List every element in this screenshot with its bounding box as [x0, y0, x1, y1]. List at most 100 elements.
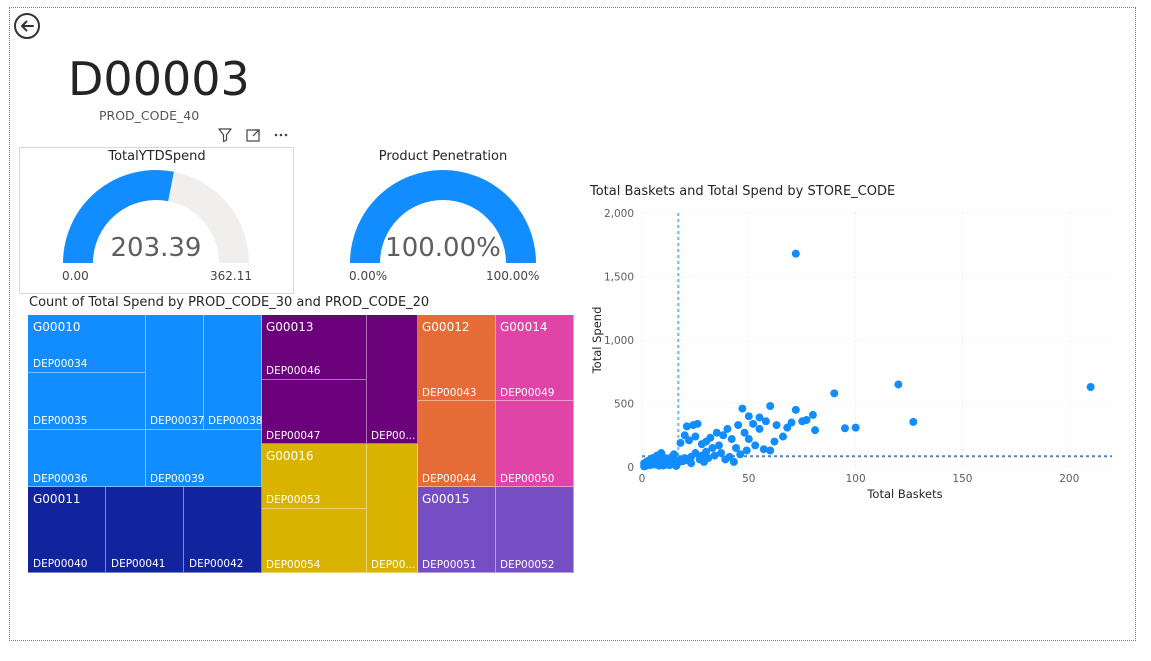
gauge-ytd-fill — [63, 170, 174, 264]
scatter-point — [744, 435, 753, 444]
scatter-point — [783, 423, 792, 432]
scatter-point — [689, 421, 698, 430]
scatter-y-tick-label: 1,000 — [604, 335, 634, 347]
treemap-tile-dep00051[interactable]: G00015 DEP00051 — [418, 487, 496, 573]
scatter-point — [736, 450, 745, 459]
scatter-point — [723, 424, 732, 433]
treemap-tile-dep00043[interactable]: G00012 DEP00043 — [418, 315, 496, 401]
treemap-tile-label: DEP00052 — [500, 559, 555, 571]
scatter-point — [751, 441, 760, 450]
treemap-tile-dep00035[interactable]: DEP00035 — [28, 373, 146, 430]
gauge-ytd-title: TotalYTDSpend — [108, 149, 206, 164]
treemap-tile-dep00036[interactable]: DEP00036 — [28, 430, 146, 487]
more-options-button[interactable] — [271, 125, 291, 145]
scatter-point — [851, 423, 860, 432]
scatter-point — [650, 456, 659, 465]
scatter-gridlines — [641, 212, 1112, 468]
scatter-y-tick-label: 500 — [614, 399, 634, 411]
scatter-point — [770, 437, 779, 446]
gauge-penetration: 100.00% — [350, 170, 536, 264]
treemap-tile-label: DEP00040 — [33, 558, 88, 570]
gauge-penetration-max: 100.00% — [486, 269, 540, 283]
scatter-point — [714, 441, 723, 450]
treemap-tile-dep00038[interactable]: DEP00038 — [204, 315, 262, 430]
treemap-tile-dep00034[interactable]: G00010 DEP00034 — [28, 315, 146, 373]
treemap-tile-label: DEP00049 — [500, 387, 555, 399]
scatter-y-tick-label: 0 — [627, 462, 634, 474]
scatter-points — [640, 249, 1095, 471]
treemap-tile-dep00046[interactable]: G00013 DEP00046 — [262, 315, 367, 380]
gauge-penetration-min: 0.00% — [349, 269, 388, 283]
scatter-point — [657, 449, 666, 458]
scatter-point — [749, 419, 758, 428]
scatter-y-axis-label: Total Spend — [590, 307, 604, 375]
scatter-point — [798, 417, 807, 426]
scatter-point — [766, 402, 775, 411]
treemap-tile-dep00053[interactable]: G00016 DEP00053 — [262, 444, 367, 509]
scatter-point — [791, 405, 800, 414]
report-canvas-border — [9, 7, 1136, 641]
scatter-point — [909, 417, 918, 426]
scatter-point — [642, 460, 651, 469]
visual-header-toolbar — [215, 125, 291, 145]
gauge-ytd-value: 203.39 — [111, 233, 202, 263]
treemap-tile-dep00040[interactable]: G00011 DEP00040 — [28, 487, 106, 573]
back-button[interactable] — [13, 12, 41, 40]
treemap-tile-dep00050[interactable]: DEP00050 — [496, 401, 574, 487]
treemap-tile-label: DEP00053 — [266, 494, 321, 506]
scatter-reference-lines — [642, 213, 1112, 467]
treemap-tile-label: DEP00047 — [266, 430, 321, 442]
treemap-tile-dep00044[interactable]: DEP00044 — [418, 401, 496, 487]
scatter-point — [710, 451, 719, 460]
gauge-penetration-value: 100.00% — [385, 233, 501, 263]
scatter-point — [742, 446, 751, 455]
gauge-ytd-max: 362.11 — [210, 269, 252, 283]
back-arrow-circle-icon — [14, 13, 40, 39]
treemap-tile-dep00042[interactable]: DEP00042 — [184, 487, 262, 573]
scatter-x-tick-label: 150 — [952, 473, 972, 485]
treemap-tile-dep00054[interactable]: DEP00054 — [262, 509, 367, 573]
scatter-x-tick-label: 50 — [742, 473, 755, 485]
scatter-y-ticks: 0 500 1,000 1,500 2,000 — [604, 208, 634, 474]
treemap-tile-dep00037[interactable]: DEP00037 — [146, 315, 204, 430]
treemap-tile-dep00048[interactable]: DEP00... — [367, 315, 418, 444]
focus-mode-icon — [246, 129, 260, 142]
focus-mode-button[interactable] — [243, 125, 263, 145]
scatter-point — [744, 412, 753, 421]
scatter-y-tick-label: 1,500 — [604, 272, 634, 284]
treemap-tile-dep00055[interactable]: DEP00... — [367, 444, 418, 573]
scatter-point — [691, 432, 700, 441]
scatter-point — [830, 389, 839, 398]
filter-button[interactable] — [215, 125, 235, 145]
treemap-group-label: G00014 — [500, 320, 548, 334]
treemap-tile-dep00049[interactable]: G00014 DEP00049 — [496, 315, 574, 401]
treemap-tile-dep00041[interactable]: DEP00041 — [106, 487, 184, 573]
page-subtitle: PROD_CODE_40 — [99, 108, 200, 123]
scatter-point — [766, 446, 775, 455]
scatter-point — [761, 417, 770, 426]
scatter-x-axis-label: Total Baskets — [866, 487, 942, 501]
treemap-tile-dep00052[interactable]: DEP00052 — [496, 487, 574, 573]
treemap-tile-dep00039[interactable]: DEP00039 — [146, 430, 262, 487]
scatter-point — [676, 438, 685, 447]
scatter-point — [708, 443, 717, 452]
treemap-group-label: G00016 — [266, 449, 314, 463]
scatter-point — [719, 431, 728, 440]
gauge-penetration-title: Product Penetration — [378, 149, 508, 164]
scatter-point — [672, 461, 681, 470]
treemap-tile-label: DEP00041 — [111, 558, 166, 570]
scatter-point — [687, 459, 696, 468]
scatter-x-tick-label: 0 — [639, 473, 646, 485]
scatter-point — [729, 457, 738, 466]
scatter-point — [772, 421, 781, 430]
scatter-y-tick-label: 2,000 — [604, 208, 634, 220]
treemap-tile-label: DEP00043 — [422, 387, 477, 399]
page-title: D00003 — [68, 52, 250, 106]
gauge-ytd-card[interactable] — [19, 147, 294, 294]
scatter-chart[interactable]: 0 50 100 150 200 0 500 1,000 1,500 2,000 Total B… — [585, 200, 1125, 510]
treemap-tile-label: DEP00... — [371, 559, 416, 571]
gauge-ytd: 203.39 — [63, 170, 249, 264]
treemap-tile-dep00047[interactable]: DEP00047 — [262, 380, 367, 444]
scatter-point — [791, 249, 800, 258]
scatter-x-ticks: 0 50 100 150 200 — [639, 473, 1080, 485]
